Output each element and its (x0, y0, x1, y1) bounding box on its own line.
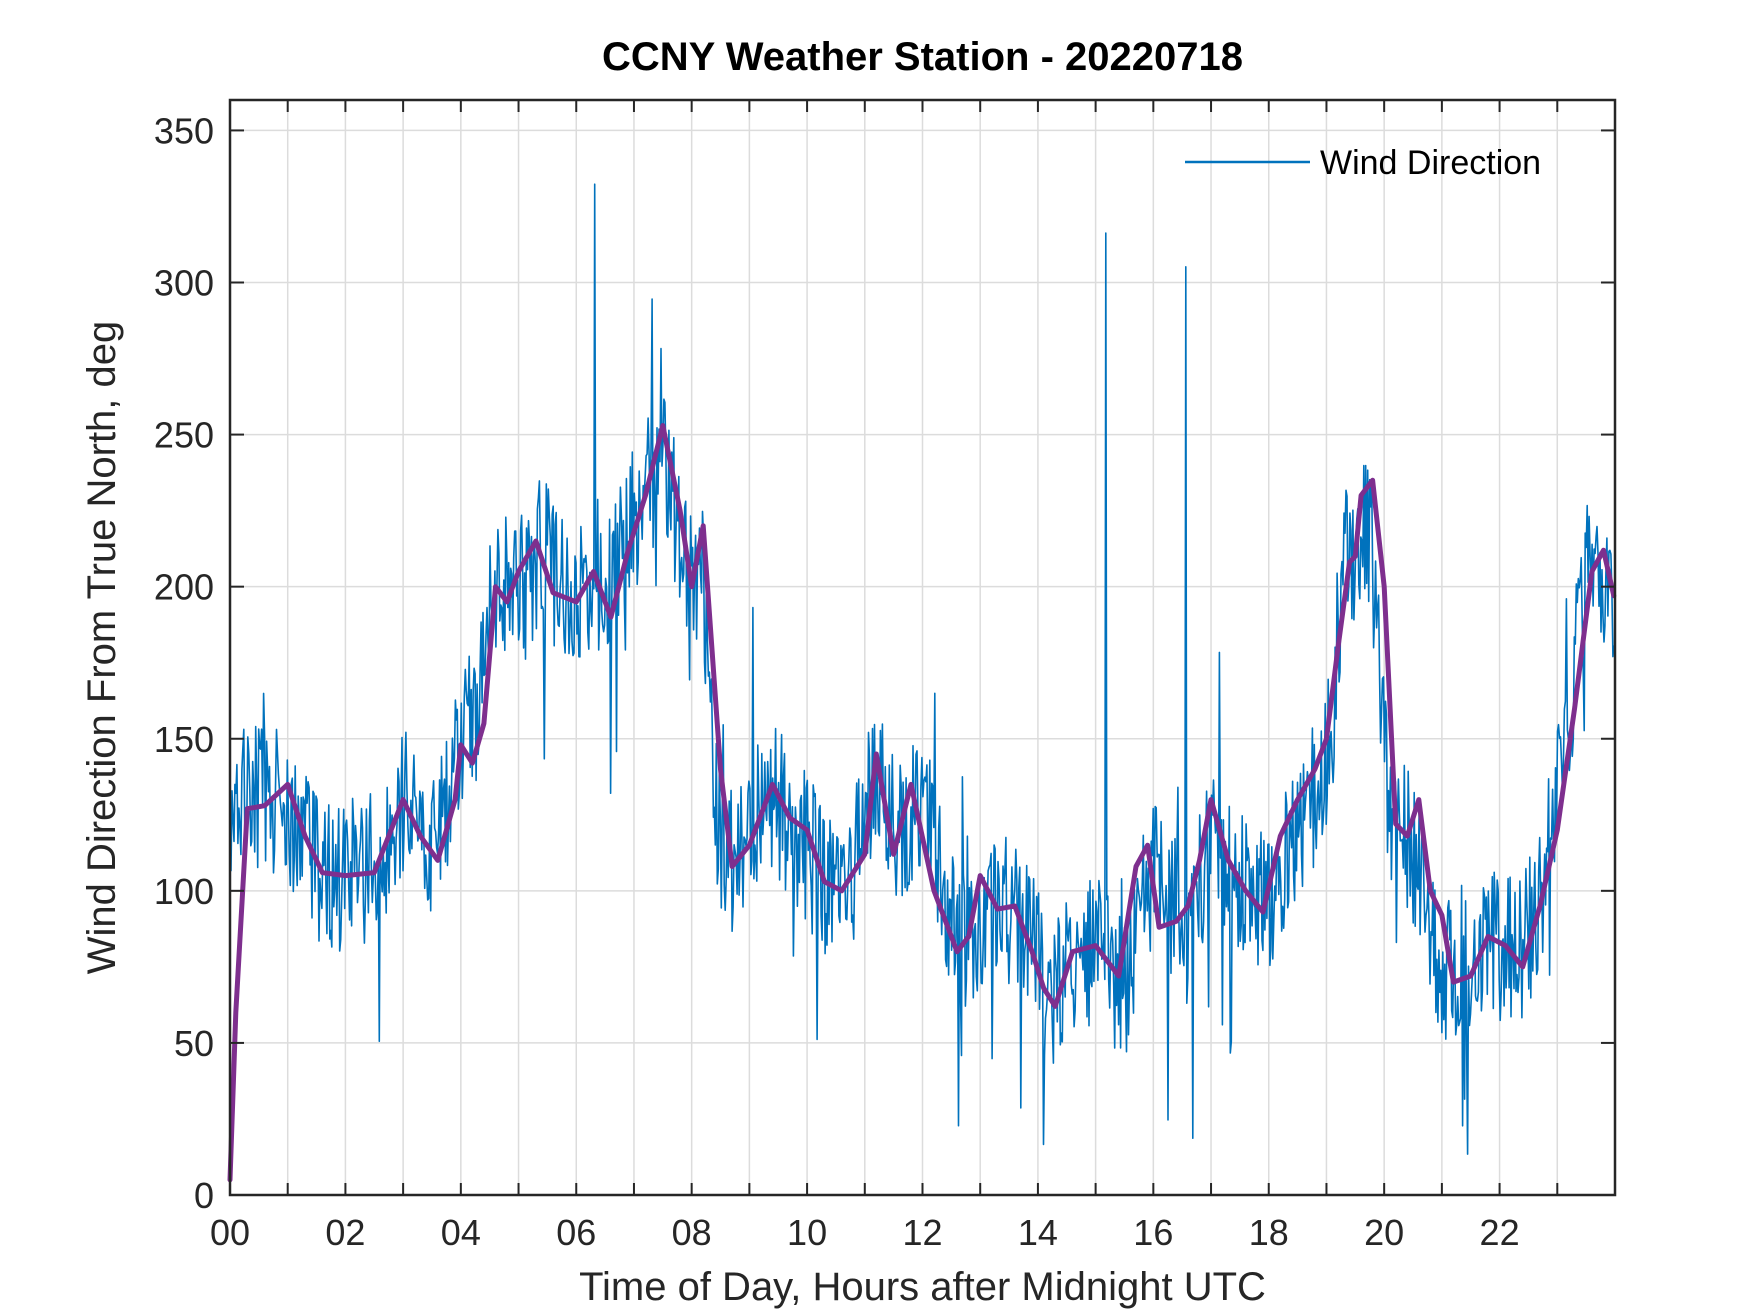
x-axis-label: Time of Day, Hours after Midnight UTC (579, 1265, 1266, 1309)
grid-lines (230, 100, 1615, 1196)
y-axis-label: Wind Direction From True North, deg (80, 321, 124, 975)
x-tick-label: 02 (325, 1212, 365, 1253)
x-tick-label: 22 (1480, 1212, 1520, 1253)
y-tick-label: 100 (154, 871, 214, 912)
x-tick-label: 18 (1249, 1212, 1289, 1253)
x-tick-label: 00 (210, 1212, 250, 1253)
plot-series (227, 183, 1617, 1183)
x-tick-label: 04 (441, 1212, 481, 1253)
chart-title: CCNY Weather Station - 20220718 (602, 35, 1243, 79)
x-tick-label: 06 (556, 1212, 596, 1253)
y-tick-label: 150 (154, 719, 214, 760)
x-tick-label: 16 (1133, 1212, 1173, 1253)
x-tick-label: 12 (902, 1212, 942, 1253)
legend-label-wind-direction: Wind Direction (1320, 144, 1541, 182)
legend: Wind Direction (1185, 144, 1541, 182)
x-tick-label: 08 (672, 1212, 712, 1253)
y-tick-label: 0 (194, 1175, 214, 1216)
y-tick-label: 300 (154, 263, 214, 304)
y-tick-label: 50 (174, 1023, 214, 1064)
y-tick-label: 350 (154, 110, 214, 151)
y-tick-label: 250 (154, 415, 214, 456)
x-tick-label: 20 (1364, 1212, 1404, 1253)
x-tick-label: 14 (1018, 1212, 1058, 1253)
y-tick-label: 200 (154, 567, 214, 608)
axis-ticks: 00 02 04 06 08 10 12 14 16 18 20 22 0 50 100 150 200 250 3… (154, 100, 1615, 1253)
series-line-smoothed (227, 423, 1617, 1183)
x-tick-label: 10 (787, 1212, 827, 1253)
